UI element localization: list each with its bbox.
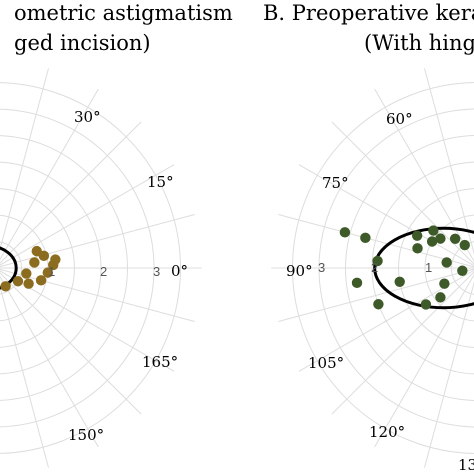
grid-spoke [374, 273, 474, 448]
right-angle-label-75: 75° [322, 174, 349, 192]
data-point [439, 278, 450, 289]
data-point [0, 281, 11, 292]
data-point [48, 259, 59, 271]
data-point [459, 239, 470, 251]
panel-left: ometric astigmatism ged incision) 30° 15… [0, 1, 233, 468]
data-point [420, 299, 432, 310]
data-point [339, 227, 351, 238]
left-confidence-ellipse [0, 246, 18, 290]
data-point [35, 275, 47, 286]
grid-spoke [0, 164, 175, 266]
grid-spoke [424, 68, 474, 256]
right-angle-label-120: 120° [369, 423, 405, 441]
grid-spoke [331, 271, 474, 415]
panel-right: B. Preoperative kera (With hing 60° 75° … [263, 1, 474, 474]
left-title-line1: ometric astigmatism [14, 1, 233, 25]
right-angle-label-90: 90° [286, 262, 313, 280]
grid-spoke [278, 268, 474, 322]
left-radial-tick-1: 1 [48, 264, 55, 279]
right-title-line2: (With hing [364, 31, 474, 55]
right-angle-label-105: 105° [308, 354, 344, 372]
right-angle-label-60: 60° [386, 110, 413, 128]
grid-spoke [0, 214, 195, 268]
right-radial-tick-2: 2 [371, 260, 378, 275]
left-data-points [0, 245, 61, 292]
data-point [435, 233, 446, 244]
left-angle-label-165: 165° [142, 353, 178, 371]
data-point [29, 257, 40, 268]
grid-spoke [0, 88, 99, 261]
right-confidence-ellipse [373, 226, 474, 310]
data-point [373, 299, 384, 310]
data-point [428, 225, 439, 236]
left-radial-tick-2: 2 [100, 264, 107, 279]
right-title-line1: B. Preoperative kera [263, 1, 474, 25]
left-title-line2: ged incision) [14, 31, 151, 55]
data-point [23, 278, 34, 289]
data-point [360, 232, 371, 244]
grid-spoke [0, 284, 49, 468]
right-radial-tick-1: 1 [425, 260, 432, 275]
data-point [394, 276, 405, 288]
right-radial-tick-3: 3 [318, 260, 325, 275]
grid-spoke [0, 68, 49, 252]
right-angle-label-135: 13 [458, 456, 474, 474]
ellipse-outline [373, 226, 474, 310]
data-point [12, 276, 24, 287]
left-angle-label-30: 30° [74, 108, 101, 126]
grid-spoke [331, 121, 474, 265]
data-point [435, 292, 446, 303]
data-point [351, 277, 363, 289]
grid-spoke [0, 272, 142, 415]
grid-spoke [298, 164, 474, 267]
grid-spoke [0, 275, 99, 448]
left-angle-label-0: 0° [171, 262, 188, 280]
right-polar-grid [271, 68, 474, 468]
data-point [426, 236, 438, 247]
data-point [42, 267, 53, 278]
data-point [441, 257, 452, 268]
grid-spoke [374, 88, 474, 263]
data-point [38, 250, 50, 262]
data-point [21, 268, 32, 279]
grid-spoke [0, 121, 142, 264]
left-angle-label-15: 15° [147, 173, 174, 191]
data-point [372, 255, 383, 267]
data-point [457, 265, 468, 276]
left-angle-label-150: 150° [68, 426, 104, 444]
ellipse-outline [0, 246, 18, 290]
right-data-points [339, 225, 470, 310]
data-point [449, 233, 461, 244]
data-point [411, 230, 423, 241]
left-radial-tick-3: 3 [153, 264, 160, 279]
grid-spoke [424, 280, 474, 468]
data-point [412, 243, 423, 254]
